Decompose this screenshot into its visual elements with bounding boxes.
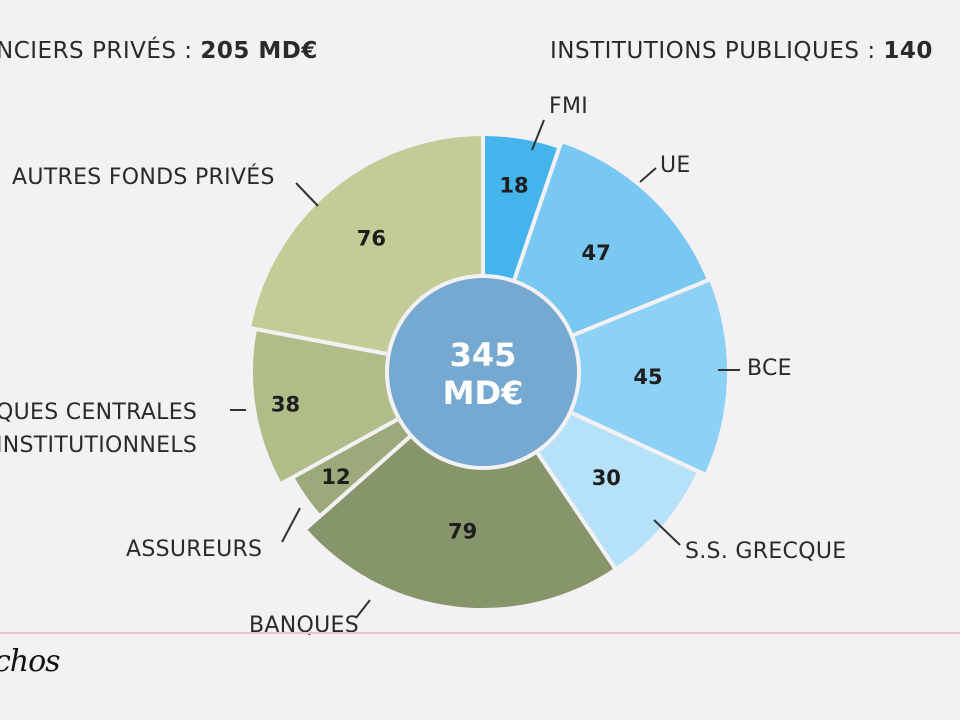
value-label-fmi: 18 bbox=[499, 174, 528, 198]
leader-line bbox=[281, 507, 301, 543]
value-label-s-s-grecque: 30 bbox=[592, 466, 621, 490]
label-autres-fonds: AUTRES FONDS PRIVÉS bbox=[12, 165, 275, 190]
center-label-line: MD€ bbox=[443, 374, 524, 412]
leader-line bbox=[295, 182, 319, 207]
leader-line bbox=[639, 167, 657, 183]
value-label-banques: 79 bbox=[448, 520, 477, 544]
private-header-value: 205 MD€ bbox=[200, 38, 318, 64]
label-bce: BCE bbox=[747, 356, 792, 381]
center-label-line: 345 bbox=[450, 336, 517, 374]
bottom-divider bbox=[0, 632, 960, 634]
private-creditors-header: NCIERS PRIVÉS : 205 MD€ bbox=[0, 38, 318, 64]
value-label-autres-fonds-priv-s: 76 bbox=[357, 226, 386, 250]
value-label-assureurs: 12 bbox=[321, 465, 350, 489]
label-banques: BANQUES bbox=[249, 613, 359, 638]
leader-line bbox=[653, 519, 681, 546]
value-label-bce: 45 bbox=[633, 365, 662, 389]
label-ue: UE bbox=[660, 153, 691, 178]
public-header-label: INSTITUTIONS PUBLIQUES : bbox=[550, 38, 884, 64]
les-echos-logo: chos bbox=[0, 644, 61, 679]
slice-bce bbox=[477, 276, 731, 478]
center-circle bbox=[389, 278, 577, 466]
label-fmi: FMI bbox=[549, 94, 589, 119]
label-banques-centrales-line1: QUES CENTRALES bbox=[0, 400, 198, 425]
slice-banques bbox=[301, 368, 619, 612]
label-banques-centrales-line2: INSTITUTIONNELS bbox=[0, 433, 198, 458]
private-header-label: NCIERS PRIVÉS : bbox=[0, 38, 201, 64]
value-label-banques-centrales-institutionnels: 38 bbox=[271, 393, 300, 417]
leader-line bbox=[531, 119, 545, 151]
value-label-ue: 47 bbox=[582, 241, 611, 265]
label-assureurs: ASSUREURS bbox=[126, 537, 263, 562]
label-ss-grecque: S.S. GRECQUE bbox=[685, 539, 847, 564]
public-institutions-header: INSTITUTIONS PUBLIQUES : 140 bbox=[550, 38, 933, 64]
leader-line bbox=[355, 599, 371, 619]
public-header-value: 140 bbox=[883, 38, 933, 64]
